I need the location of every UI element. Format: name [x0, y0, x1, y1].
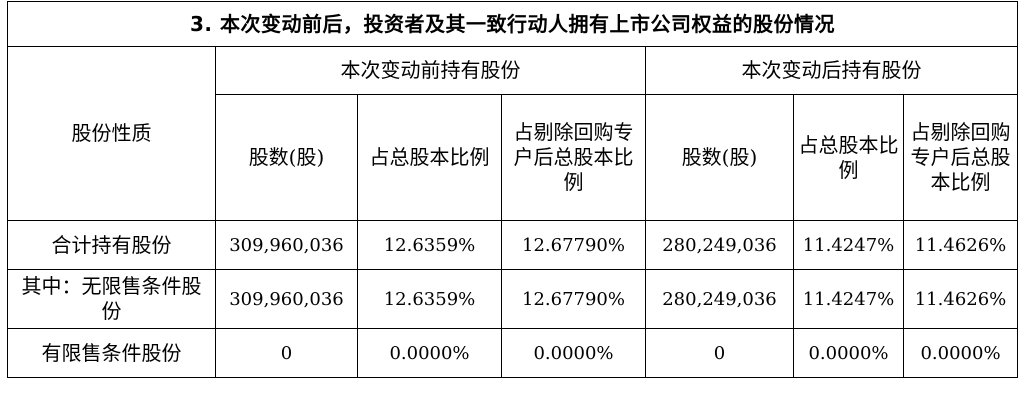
table-row-total: 合计持有股份 309,960,036 12.6359% 12.67790% 28… — [7, 220, 1019, 270]
cell-before-ratio: 0.0000% — [357, 328, 502, 378]
cell-before-adjusted-ratio: 0.0000% — [501, 328, 646, 378]
cell-after-ratio: 11.4247% — [793, 269, 904, 329]
cell-before-shares: 0 — [215, 328, 358, 378]
cell-before-ratio: 12.6359% — [357, 269, 502, 329]
table-row-restricted: 有限售条件股份 0 0.0000% 0.0000% 0 0.0000% 0.00… — [7, 328, 1019, 378]
col-header-before-ratio: 占总股本比例 — [357, 94, 502, 221]
cell-after-shares: 280,249,036 — [645, 269, 794, 329]
col-header-before-adjusted-ratio: 占剔除回购专户后总股本比例 — [501, 94, 646, 221]
cell-before-shares: 309,960,036 — [215, 269, 358, 329]
row-header-share-type: 股份性质 — [7, 46, 216, 221]
table-row-unrestricted: 其中：无限售条件股份 309,960,036 12.6359% 12.67790… — [7, 269, 1019, 329]
col-header-after-shares: 股数(股) — [645, 94, 794, 221]
cell-before-adjusted-ratio: 12.67790% — [501, 269, 646, 329]
group-header-after: 本次变动后持有股份 — [644, 46, 1019, 95]
cell-after-ratio: 11.4247% — [793, 220, 904, 270]
cell-before-adjusted-ratio: 12.67790% — [501, 220, 646, 270]
cell-after-ratio: 0.0000% — [793, 328, 904, 378]
cell-before-shares: 309,960,036 — [215, 220, 358, 270]
cell-after-adjusted-ratio: 0.0000% — [902, 328, 1019, 378]
cell-after-adjusted-ratio: 11.4626% — [902, 269, 1019, 329]
cell-after-shares: 280,249,036 — [645, 220, 794, 270]
cell-after-adjusted-ratio: 11.4626% — [902, 220, 1019, 270]
col-header-after-ratio: 占总股本比例 — [793, 94, 904, 221]
share-holding-table: 3. 本次变动前后，投资者及其一致行动人拥有上市公司权益的股份情况 股份性质 本… — [6, 1, 1019, 378]
group-header-before: 本次变动前持有股份 — [215, 46, 646, 95]
row-label: 其中：无限售条件股份 — [7, 269, 216, 329]
row-label: 合计持有股份 — [7, 220, 216, 270]
cell-after-shares: 0 — [645, 328, 794, 378]
row-label: 有限售条件股份 — [7, 328, 216, 378]
cell-before-ratio: 12.6359% — [357, 220, 502, 270]
col-header-after-adjusted-ratio: 占剔除回购专户后总股本比例 — [902, 94, 1019, 221]
table-title: 3. 本次变动前后，投资者及其一致行动人拥有上市公司权益的股份情况 — [6, 1, 1019, 47]
col-header-before-shares: 股数(股) — [215, 94, 358, 221]
